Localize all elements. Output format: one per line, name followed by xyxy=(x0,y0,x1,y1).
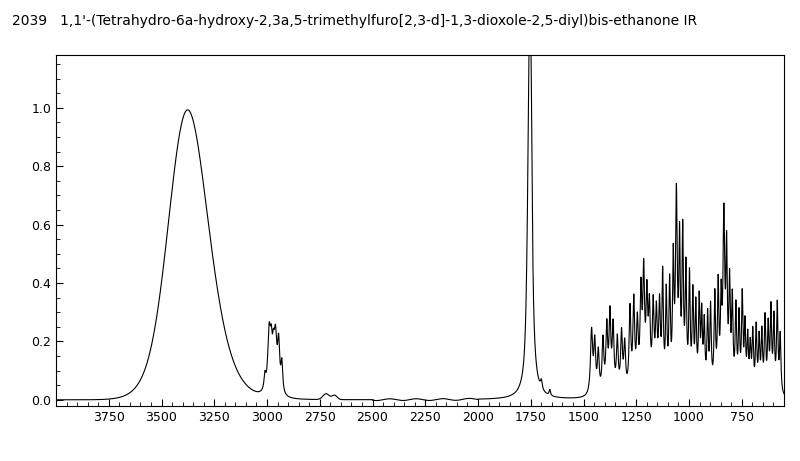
Text: 1,1'-(Tetrahydro-6a-hydroxy-2,3a,5-trimethylfuro[2,3-d]-1,3-dioxole-2,5-diyl)bis: 1,1'-(Tetrahydro-6a-hydroxy-2,3a,5-trime… xyxy=(60,14,697,28)
Text: 2039: 2039 xyxy=(12,14,47,28)
